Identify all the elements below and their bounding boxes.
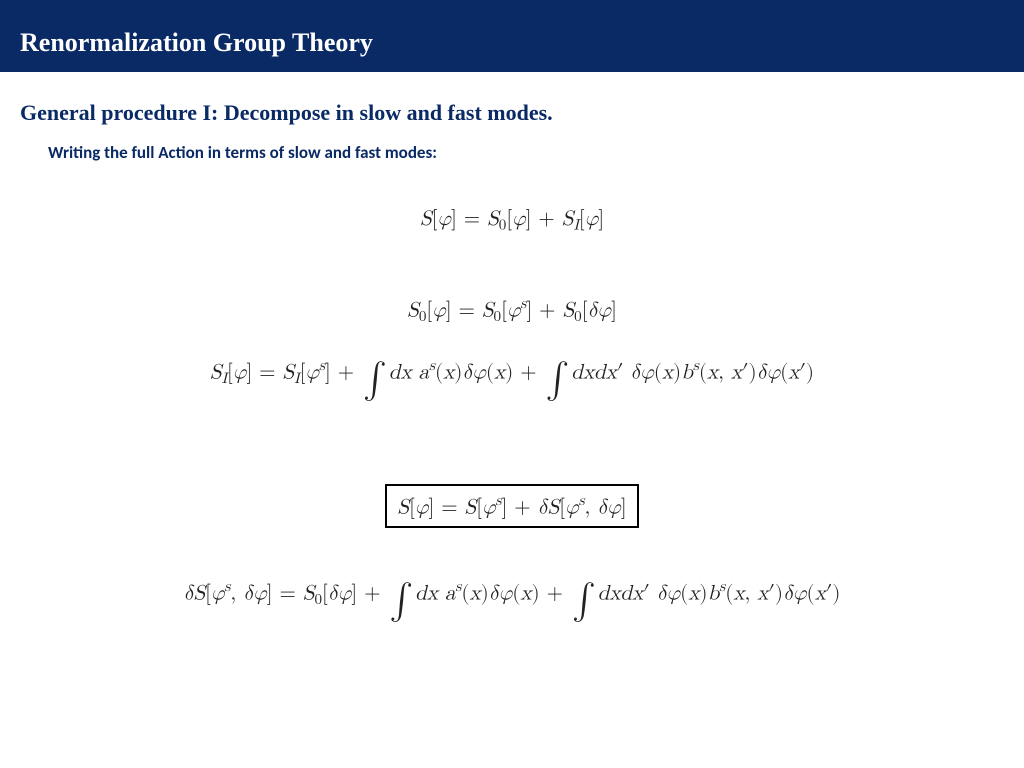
equation-delta-s: δS[φs, δφ] = S0[δφ] + ∫dx as(x)δφ(x) + ∫…: [0, 572, 1024, 620]
page-title: Renormalization Group Theory: [20, 28, 373, 57]
boxed-equation: S[φ] = S[φs] + δS[φs, δφ]: [385, 484, 638, 528]
equation-total-action-boxed: S[φ] = S[φs] + δS[φs, δφ]: [0, 478, 1024, 534]
equation-si-decompose: SI[φ] = SI[φs] + ∫dx as(x)δφ(x) + ∫dxdx′…: [0, 351, 1024, 399]
equation-action-split: S[φ] = S0[φ] + SI[φ]: [0, 201, 1024, 241]
section-description: Writing the full Action in terms of slow…: [0, 142, 1024, 183]
page-title-bar: Renormalization Group Theory: [0, 0, 1024, 72]
equation-s0-decompose: S0[φ] = S0[φs] + S0[δφ]: [0, 289, 1024, 332]
section-subtitle: General procedure I: Decompose in slow a…: [0, 72, 1024, 142]
